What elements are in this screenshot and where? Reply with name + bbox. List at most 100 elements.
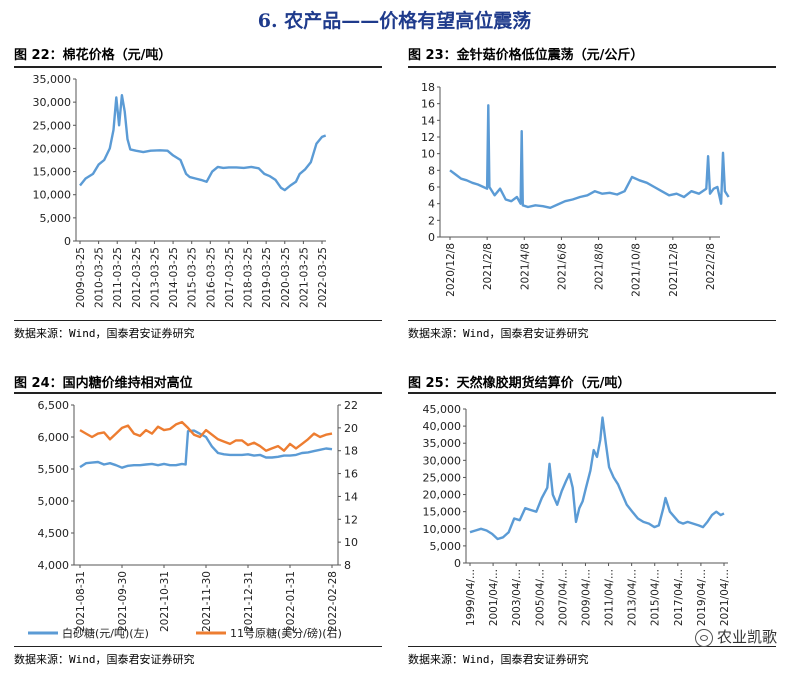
y-tick-label: 4	[428, 198, 435, 211]
x-tick-label: 2021-08-31	[75, 571, 87, 632]
x-tick-label: 2011-03-25	[112, 247, 124, 308]
y-tick-label: 10,000	[423, 523, 462, 536]
series-line-1	[79, 420, 333, 452]
title-rule	[408, 66, 776, 68]
y-tick-label: 20,000	[33, 142, 72, 155]
source-rule	[408, 646, 776, 647]
x-tick-label: 2020/12/8	[445, 243, 457, 297]
chart-mushroom-price: 0 2 4 6 8 10 12 14 16 18 2020/12/8 2021/2/8 2021/4/8…	[421, 81, 730, 297]
x-tick-label: 2009/04/...	[580, 569, 592, 626]
y-tick-label: 25,000	[423, 471, 462, 484]
title-rule	[14, 66, 382, 68]
title-rule	[408, 392, 776, 394]
watermark: 农业凯歌	[694, 626, 777, 647]
x-tick-label: 2022-01-31	[285, 571, 297, 632]
y2-tick-label: 18	[344, 445, 358, 458]
x-tick-label: 2021-12-31	[243, 571, 255, 632]
x-tick-label: 2019-03-25	[261, 247, 273, 308]
chart-sugar-price: 4,000 4,500 5,000 5,500 6,000 6,500 8 10 12 14 16 1…	[28, 399, 358, 640]
x-tick-label: 2022/2/8	[705, 243, 717, 290]
y-tick-label: 15,000	[33, 166, 72, 179]
x-tick-label: 2001/04/...	[488, 569, 500, 626]
x-tick-label: 2021-10-31	[159, 571, 171, 632]
y-tick-label: 0	[428, 231, 435, 244]
legend-label-white-sugar: 白砂糖(元/吨)(左)	[62, 626, 149, 640]
y-tick-label: 20,000	[423, 489, 462, 502]
x-tick-label: 2013/04/...	[627, 569, 639, 626]
y-tick-label: 18	[421, 81, 435, 94]
y-tick-label: 8	[428, 164, 435, 177]
panel-mushroom: 图 23：金针菇价格低位震荡（元/公斤） 0 2 4 6 8 10 12 14 16 18 2020…	[408, 42, 778, 342]
y2-tick-label: 10	[344, 536, 358, 549]
x-tick-label: 2021/8/8	[594, 243, 606, 290]
y-tick-label: 35,000	[33, 73, 72, 86]
y-tick-label: 6,000	[38, 431, 70, 444]
panel-cotton: 图 22：棉花价格（元/吨） 0 5,000 10,000 15,000 20,000 2…	[14, 42, 384, 342]
panel-title: 图 25：天然橡胶期货结算价（元/吨）	[408, 376, 631, 391]
x-tick-label: 2005/04/...	[534, 569, 546, 626]
x-tick-label: 2022-02-28	[327, 571, 339, 632]
x-tick-label: 2018-03-25	[243, 247, 255, 308]
x-tick-label: 2016-03-25	[205, 247, 217, 308]
source-note: 数据来源：Wind，国泰君安证券研究	[408, 653, 589, 666]
x-tick-label: 2021-09-30	[117, 571, 129, 632]
title-rule	[14, 392, 382, 394]
legend-label-raw-sugar: 11号原糖(美分/磅)(右)	[230, 626, 342, 640]
y2-tick-label: 14	[344, 490, 358, 503]
y-tick-label: 45,000	[423, 403, 462, 416]
x-tick-label: 2019/04/...	[696, 569, 708, 626]
x-tick-label: 2011/04/...	[604, 569, 616, 626]
x-tick-label: 2021/6/8	[556, 243, 568, 290]
series-line-0	[449, 104, 730, 210]
y-tick-label: 5,000	[430, 540, 462, 553]
panel-title: 图 23：金针菇价格低位震荡（元/公斤）	[408, 48, 644, 63]
chart-cotton-price: 0 5,000 10,000 15,000 20,000 25,000 30,000 35,0…	[33, 73, 330, 308]
y-tick-label: 40,000	[423, 420, 462, 433]
x-tick-label: 2014-03-25	[168, 247, 180, 308]
y-tick-label: 4,500	[38, 527, 70, 540]
y2-tick-label: 16	[344, 468, 358, 481]
y-tick-label: 0	[454, 557, 461, 570]
x-tick-label: 2012-03-25	[131, 247, 143, 308]
x-tick-label: 2009-03-25	[75, 247, 87, 308]
x-tick-label: 2017/04/...	[673, 569, 685, 626]
y-tick-label: 0	[64, 235, 71, 248]
x-tick-label: 2003/04/...	[511, 569, 523, 626]
series-line-0	[79, 429, 333, 469]
source-note: 数据来源：Wind，国泰君安证券研究	[14, 653, 195, 666]
y-tick-label: 35,000	[423, 437, 462, 450]
x-tick-label: 2010-03-25	[94, 247, 106, 308]
x-tick-label: 2021/2/8	[482, 243, 494, 290]
y-tick-label: 6	[428, 181, 435, 194]
y-tick-label: 6,500	[38, 399, 70, 412]
y-tick-label: 4,000	[38, 559, 70, 572]
panel-sugar: 图 24：国内糖价维持相对高位 4,000 4,500 5,000 5,500 6,00…	[14, 370, 384, 670]
x-tick-label: 2015/04/...	[650, 569, 662, 626]
x-tick-label: 2022-03-25	[317, 247, 329, 308]
y-tick-label: 16	[421, 98, 435, 111]
y2-tick-label: 20	[344, 422, 358, 435]
y2-tick-label: 8	[344, 559, 351, 572]
panel-title: 图 24：国内糖价维持相对高位	[14, 376, 193, 391]
y-tick-label: 5,000	[40, 212, 72, 225]
source-note: 数据来源：Wind，国泰君安证券研究	[14, 327, 195, 340]
y-tick-label: 12	[421, 131, 435, 144]
x-tick-label: 2017-03-25	[224, 247, 236, 308]
y-tick-label: 10	[421, 148, 435, 161]
x-tick-label: 1999/04/...	[465, 569, 477, 626]
x-tick-label: 2007/04/...	[557, 569, 569, 626]
x-tick-label: 2020-03-25	[280, 247, 292, 308]
panel-title: 图 22：棉花价格（元/吨）	[14, 48, 172, 63]
y-tick-label: 5,500	[38, 463, 70, 476]
x-tick-label: 2021-03-25	[298, 247, 310, 308]
y-tick-label: 30,000	[423, 454, 462, 467]
source-rule	[408, 320, 776, 321]
y2-tick-label: 22	[344, 399, 358, 412]
x-tick-label: 2021/04/...	[719, 569, 731, 626]
source-rule	[14, 646, 382, 647]
y-tick-label: 25,000	[33, 119, 72, 132]
y-tick-label: 30,000	[33, 96, 72, 109]
series-line-0	[79, 94, 327, 192]
watermark-text: 农业凯歌	[716, 628, 777, 646]
x-tick-label: 2021-11-30	[201, 571, 213, 632]
